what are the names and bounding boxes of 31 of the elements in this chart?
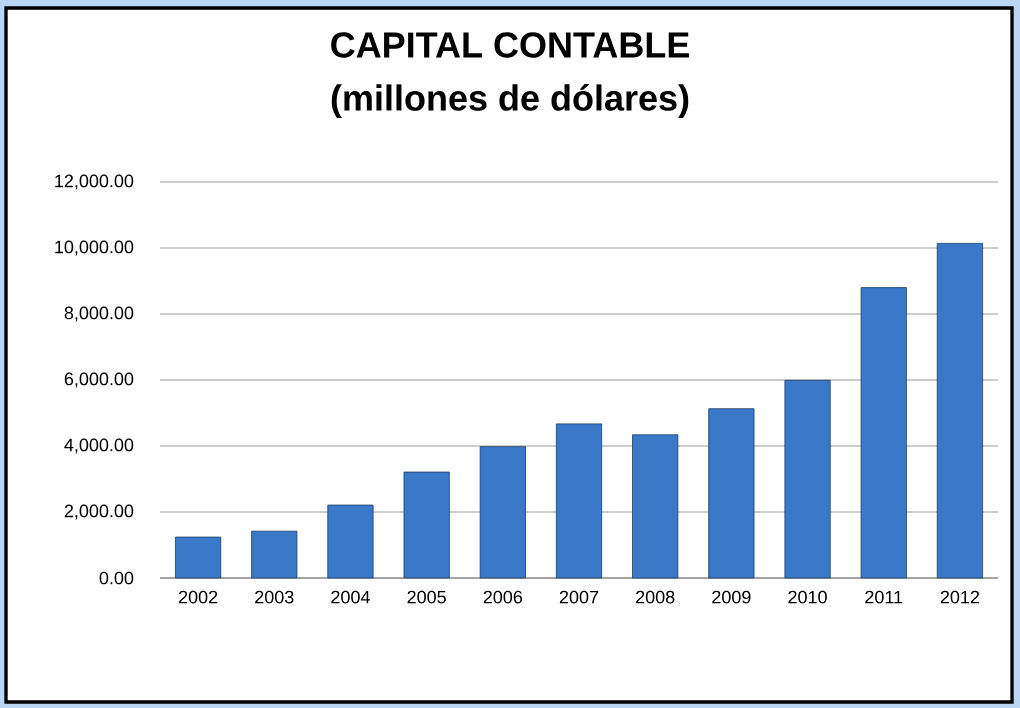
x-tick-label: 2010 (788, 590, 827, 604)
chart-subtitle: (millones de dólares) (331, 84, 689, 118)
y-tick-label: 6,000.00 (64, 372, 134, 388)
chart-title: CAPITAL CONTABLE (331, 32, 689, 58)
x-tick-label: 2011 (865, 590, 903, 604)
bar (175, 536, 222, 579)
bar (251, 530, 298, 579)
bar (936, 242, 983, 579)
y-tick-label: 12,000.00 (55, 174, 134, 190)
bar (860, 287, 907, 579)
x-tick-label: 2003 (255, 590, 294, 604)
y-tick-label: 2,000.00 (64, 504, 134, 520)
bar (708, 408, 755, 579)
x-tick-label: 2007 (559, 590, 599, 604)
x-tick-label: 2009 (712, 590, 751, 604)
x-tick-label: 2005 (407, 590, 446, 604)
bar (555, 423, 603, 579)
x-tick-label: 2012 (940, 590, 980, 604)
y-tick-label: 8,000.00 (64, 306, 134, 322)
bar (784, 379, 831, 579)
bar (403, 471, 450, 579)
bar (327, 504, 374, 579)
x-tick-label: 2006 (483, 590, 523, 604)
y-tick-label: 0.00 (99, 571, 134, 585)
x-tick-label: 2008 (636, 590, 675, 604)
bar (479, 446, 526, 579)
x-tick-label: 2004 (331, 590, 370, 604)
y-tick-label: 10,000.00 (55, 240, 134, 256)
bar (632, 434, 679, 579)
x-tick-label: 2002 (178, 590, 218, 604)
y-tick-label: 4,000.00 (64, 438, 134, 454)
